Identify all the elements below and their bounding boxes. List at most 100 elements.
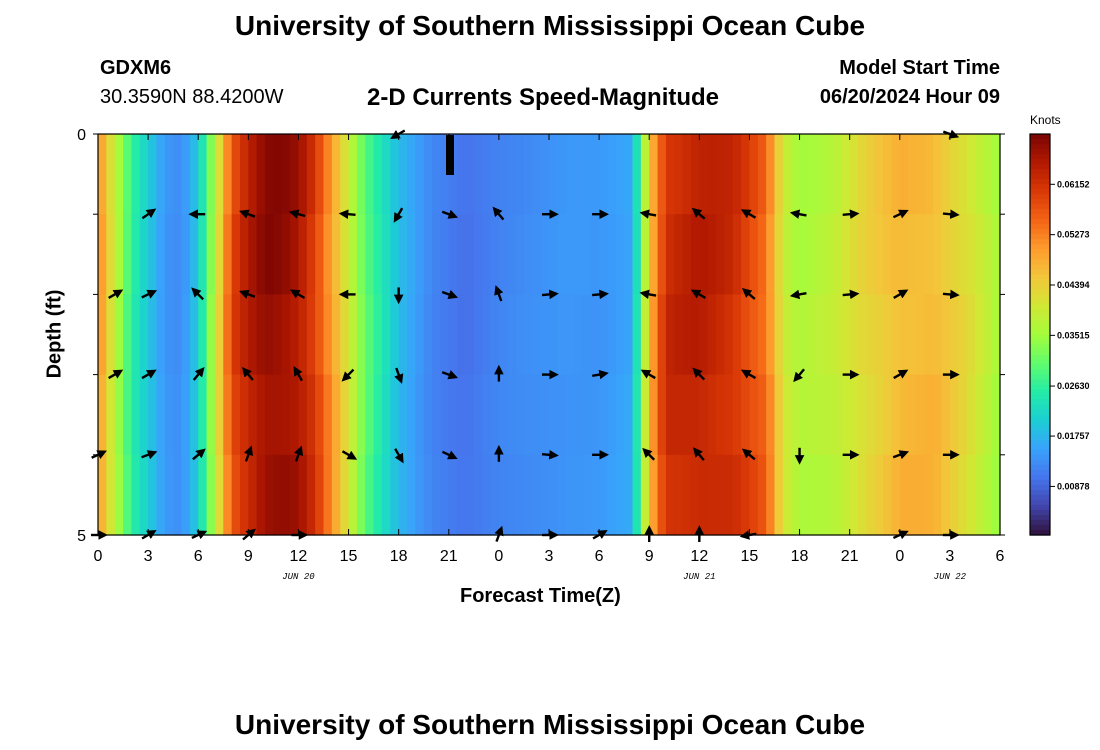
heatmap-cell	[532, 134, 542, 215]
heatmap-cell	[933, 134, 943, 215]
heatmap-cell	[590, 374, 600, 456]
heatmap-cell	[699, 134, 709, 215]
colorbar-segment	[1030, 404, 1050, 411]
heatmap-cell	[682, 134, 692, 215]
current-arrow	[191, 287, 205, 301]
current-arrow	[592, 289, 609, 300]
heatmap-cell	[866, 214, 876, 295]
current-arrow	[892, 450, 910, 460]
colorbar-segment	[1030, 479, 1050, 486]
heatmap-cell	[156, 374, 166, 456]
heatmap-cell	[782, 454, 792, 536]
heatmap-cell	[298, 214, 308, 295]
x-tick-label: 15	[340, 548, 358, 565]
heatmap-cell	[749, 134, 759, 215]
heatmap-cell	[265, 134, 274, 215]
footer-title: University of Southern Mississippi Ocean…	[234, 709, 866, 740]
heatmap-cell	[457, 454, 467, 536]
heatmap-cell	[298, 294, 308, 376]
heatmap-cell	[131, 294, 141, 376]
heatmap-cell	[106, 454, 116, 536]
heatmap-cell	[841, 454, 851, 536]
heatmap-cell	[315, 294, 325, 376]
current-arrow	[942, 289, 960, 300]
heatmap-cell	[766, 454, 776, 536]
current-arrow	[441, 209, 459, 219]
heatmap-cell	[523, 454, 533, 536]
current-arrow	[441, 289, 459, 300]
current-arrow	[393, 207, 404, 223]
x-tick-label: 6	[595, 548, 604, 565]
heatmap-cell	[348, 374, 358, 456]
heatmap-cell	[206, 134, 216, 215]
heatmap-cell	[665, 374, 675, 456]
heatmap-cell	[490, 454, 500, 536]
heatmap-cell	[448, 294, 458, 376]
colorbar-segment	[1030, 184, 1050, 190]
heatmap-cell	[340, 374, 350, 456]
heatmap-cell	[114, 454, 124, 536]
heatmap-cell	[348, 294, 358, 376]
heatmap-cell	[173, 374, 183, 456]
heatmap-cell	[490, 134, 500, 215]
heatmap-cell	[716, 454, 725, 536]
heatmap-cell	[407, 454, 416, 536]
heatmap-cell	[206, 374, 216, 456]
heatmap-cell	[874, 294, 884, 376]
current-arrow	[741, 448, 756, 461]
heatmap-cell	[139, 214, 149, 295]
y-tick-label: 0	[77, 127, 86, 144]
heatmap-cell	[741, 134, 751, 215]
colorbar-segment	[1030, 529, 1050, 536]
colorbar-segment	[1030, 439, 1050, 446]
heatmap-cell	[699, 294, 709, 376]
heatmap-cell	[574, 454, 584, 536]
colorbar-tick-label: 0.01757	[1057, 431, 1090, 441]
colorbar-segment	[1030, 329, 1050, 336]
heatmap-cell	[974, 294, 984, 376]
current-arrow	[842, 289, 860, 300]
heatmap-cell	[331, 134, 341, 215]
heatmap-cell	[381, 294, 391, 376]
x-tick-label: 12	[290, 548, 308, 565]
heatmap-cell	[256, 214, 266, 295]
heatmap-cell	[574, 214, 584, 295]
heatmap-cell	[941, 214, 951, 295]
heatmap-cell	[949, 134, 959, 215]
heatmap-cell	[841, 134, 851, 215]
colorbar-segment	[1030, 249, 1050, 255]
heatmap-cell	[540, 454, 550, 536]
heatmap-cell	[933, 454, 943, 536]
colorbar-segment	[1030, 409, 1050, 416]
heatmap-cell	[482, 294, 492, 376]
heatmap-cell	[657, 294, 667, 376]
heatmap-cell	[983, 374, 993, 456]
heatmap-cell	[164, 294, 174, 376]
heatmap-cell	[398, 454, 408, 536]
heatmap-cell	[256, 454, 266, 536]
heatmap-cell	[941, 454, 951, 536]
heatmap-cell	[816, 454, 826, 536]
heatmap-cell	[549, 374, 558, 456]
heatmap-cell	[365, 294, 375, 376]
current-arrow	[441, 370, 459, 380]
heatmap-cell	[782, 374, 792, 456]
heatmap-cell	[482, 134, 492, 215]
heatmap-cell	[490, 294, 500, 376]
heatmap-cell	[974, 374, 984, 456]
heatmap-cell	[624, 454, 634, 536]
colorbar-segment	[1030, 149, 1050, 155]
heatmap-cell	[741, 294, 751, 376]
current-arrow	[942, 209, 960, 220]
colorbar-segment	[1030, 174, 1050, 180]
heatmap-cell	[532, 454, 542, 536]
heatmap-cell	[181, 214, 191, 295]
heatmap-cell	[473, 294, 483, 376]
heatmap-cell	[649, 294, 659, 376]
x-axis-ticks: 0 3 6 9 12 15 18 21 0 3 6 9 12 15 18 21 0 3 6 JUN 20 JUN 21 J…	[94, 134, 1005, 582]
colorbar-segment	[1030, 244, 1050, 250]
heatmap-cell	[724, 214, 734, 295]
heatmap-cell	[574, 134, 584, 215]
heatmap-cell	[991, 454, 1001, 536]
heatmap-cell	[732, 294, 742, 376]
